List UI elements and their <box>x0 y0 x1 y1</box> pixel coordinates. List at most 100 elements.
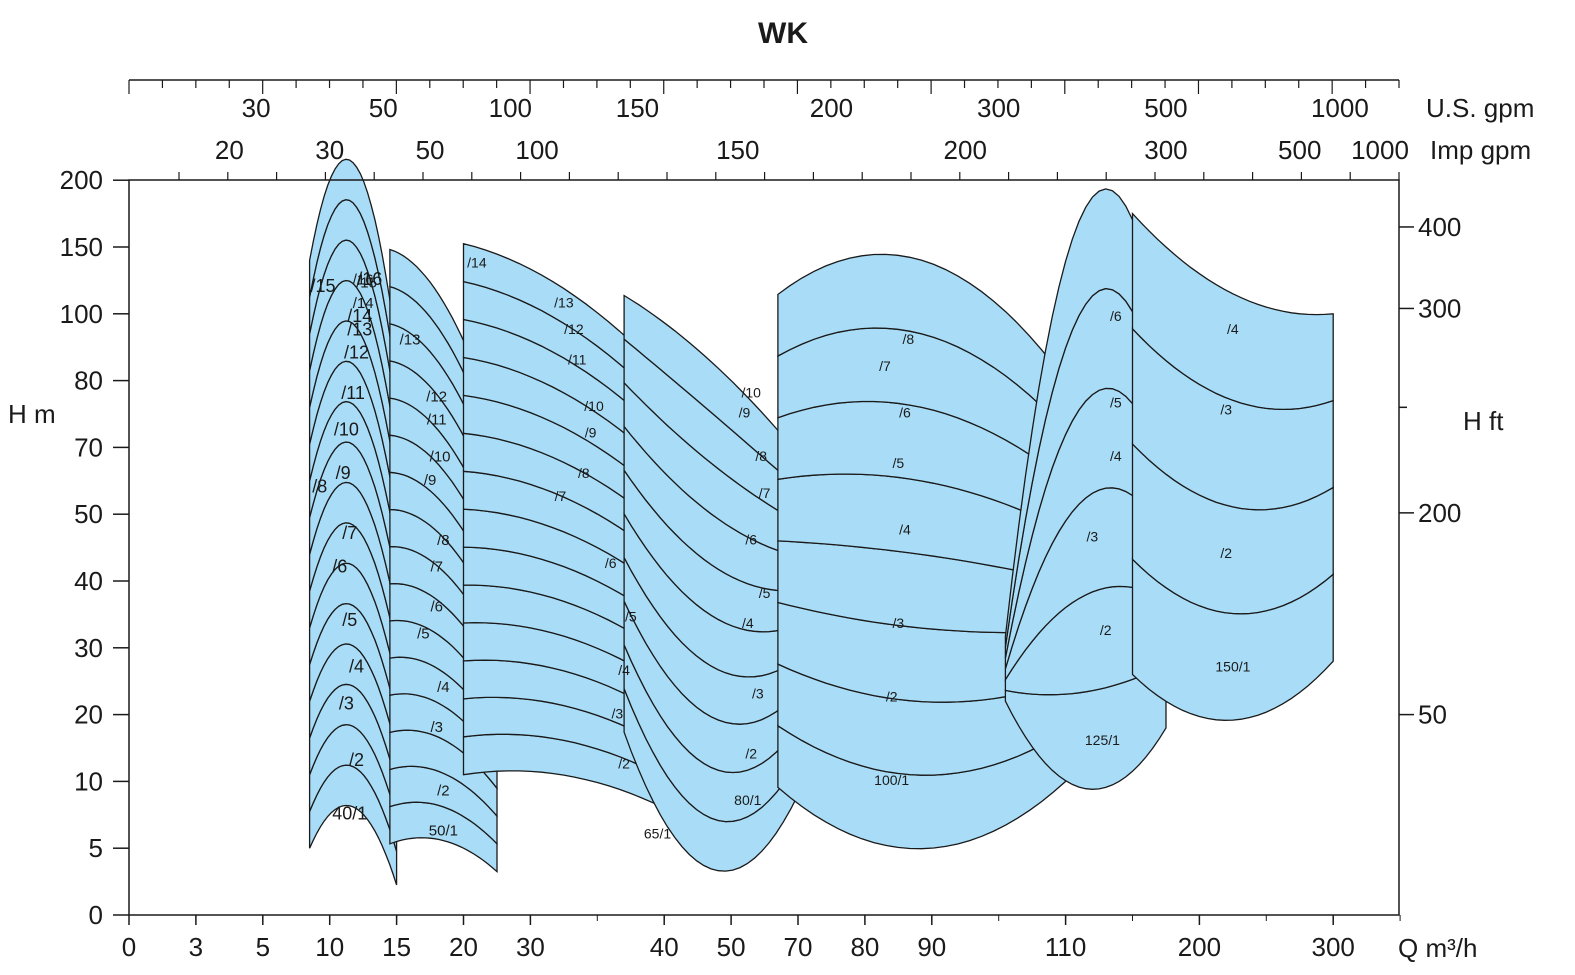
y-tick-label: 0 <box>89 900 103 930</box>
x-tick-label: 15 <box>382 932 411 962</box>
band-label-40-1: 40/1 <box>332 804 367 824</box>
band-label-100-3: /3 <box>893 615 905 631</box>
imp-gpm-tick-label: 100 <box>515 135 558 165</box>
band-label-40-15: /15 <box>310 276 335 296</box>
x-tick-label: 30 <box>516 932 545 962</box>
band-label-125-6: /6 <box>1110 308 1122 324</box>
y-tick-label: 70 <box>74 432 103 462</box>
x-tick-label: 110 <box>1045 932 1086 962</box>
band-label-150-2: /2 <box>1220 545 1232 561</box>
band-label-40-4: /4 <box>349 657 364 677</box>
imp-gpm-tick-label: 150 <box>716 135 759 165</box>
band-label-80-6: /6 <box>745 532 757 548</box>
band-label-125-3: /3 <box>1087 528 1099 544</box>
x-tick-label: 3 <box>189 932 203 962</box>
band-label-40-13: /13 <box>347 319 372 339</box>
band-label-50-8: /8 <box>437 532 450 549</box>
band-150-4 <box>1131 211 1334 411</box>
band-label-65-7: /7 <box>555 488 567 504</box>
band-label-80-2: /2 <box>745 745 757 761</box>
band-label-50-6: /6 <box>430 599 443 616</box>
band-label-40-5: /5 <box>342 610 357 630</box>
us-gpm-tick-label: 200 <box>810 93 853 123</box>
band-label-80-3: /3 <box>752 685 764 701</box>
right-axis-label: H ft <box>1463 406 1504 436</box>
us-gpm-tick-label: 1000 <box>1311 93 1369 123</box>
us-gpm-axis-label: U.S. gpm <box>1426 93 1534 123</box>
us-gpm-tick-label: 300 <box>977 93 1020 123</box>
imp-gpm-tick-label: 1000 <box>1351 135 1409 165</box>
imp-gpm-tick-label: 30 <box>315 135 344 165</box>
band-label-125-2: /2 <box>1100 622 1112 638</box>
band-label-80-9: /9 <box>739 405 751 421</box>
x-tick-label: 300 <box>1312 932 1355 962</box>
band-label-100-1: 100/1 <box>874 772 909 788</box>
imp-gpm-tick-label: 50 <box>416 135 445 165</box>
y-axis-label: H m <box>8 399 56 429</box>
band-label-100-2: /2 <box>886 689 898 705</box>
band-label-65-4: /4 <box>618 662 630 678</box>
band-label-100-8: /8 <box>903 331 915 347</box>
band-label-40-7: /7 <box>342 523 357 543</box>
imp-gpm-tick-label: 20 <box>215 135 244 165</box>
band-label-80-5: /5 <box>759 585 771 601</box>
us-gpm-tick-label: 100 <box>489 93 532 123</box>
right-tick-label: 50 <box>1418 700 1447 730</box>
x-axis-label: Q m³/h <box>1398 933 1477 963</box>
band-label-100-6: /6 <box>899 405 911 421</box>
chart-title: WK <box>758 17 808 50</box>
band-label-40-6: /6 <box>332 556 347 576</box>
band-label-65-3: /3 <box>612 705 624 721</box>
y-axis-ticks: 0 5 10 20 30 40 50 70 80 100 150 200 <box>60 165 129 930</box>
x-tick-label: 5 <box>256 932 270 962</box>
band-label-50-13: /13 <box>400 331 421 348</box>
us-gpm-tick-label: 30 <box>242 93 271 123</box>
band-label-50-3: /3 <box>430 719 443 736</box>
band-label-50-7: /7 <box>430 559 443 576</box>
x-axis-ticks: 0 3 5 10 15 20 30 40 50 70 80 90 110 200 300 <box>122 915 1401 962</box>
x-tick-label: 0 <box>122 932 136 962</box>
band-label-80-7: /7 <box>759 485 771 501</box>
band-label-40-16: /16 <box>357 269 382 289</box>
us-gpm-tick-label: 150 <box>616 93 659 123</box>
x-tick-label: 50 <box>717 932 746 962</box>
y-tick-label: 200 <box>60 165 103 195</box>
band-label-50-10: /10 <box>430 448 451 465</box>
band-label-65-2: /2 <box>618 755 630 771</box>
imp-gpm-tick-label: 200 <box>944 135 987 165</box>
band-label-150-1: 150/1 <box>1215 659 1250 675</box>
us-gpm-axis-ticks: 30 50 100 150 200 300 500 1000 <box>128 80 1400 123</box>
band-label-100-7: /7 <box>879 358 891 374</box>
y-tick-label: 40 <box>74 566 103 596</box>
us-gpm-tick-label: 500 <box>1144 93 1187 123</box>
band-label-100-4: /4 <box>899 522 911 538</box>
band-label-40-14: /14 <box>347 306 372 326</box>
x-tick-label: 90 <box>917 932 946 962</box>
band-label-65-6: /6 <box>605 555 617 571</box>
band-label-50-12: /12 <box>426 388 447 405</box>
y-tick-label: 5 <box>89 833 103 863</box>
y-tick-label: 50 <box>74 499 103 529</box>
x-tick-label: 40 <box>650 932 679 962</box>
band-label-100-5: /5 <box>893 455 905 471</box>
band-label-50-15: /15 <box>356 275 377 292</box>
band-label-65-12: /12 <box>564 321 584 337</box>
imp-gpm-tick-label: 300 <box>1144 135 1187 165</box>
band-label-40-3: /3 <box>339 693 354 713</box>
band-label-50-4: /4 <box>437 679 450 696</box>
band-label-40-8: /8 <box>312 476 327 496</box>
imp-gpm-tick-label: 500 <box>1278 135 1321 165</box>
band-label-65-11: /11 <box>568 351 587 367</box>
us-gpm-tick-label: 50 <box>369 93 398 123</box>
right-tick-label: 400 <box>1418 212 1461 242</box>
band-label-80-8: /8 <box>755 448 767 464</box>
band-label-125-4: /4 <box>1110 448 1122 464</box>
y-tick-label: 30 <box>74 633 103 663</box>
band-labels: 40/1/2/3/4/5/6/7/8/9/10/11/12/13/14/15/1… <box>310 254 1250 841</box>
band-label-50-2: /2 <box>437 782 450 799</box>
band-label-50-1: 50/1 <box>429 822 458 839</box>
band-label-80-1: 80/1 <box>734 792 761 808</box>
band-label-50-11: /11 <box>427 412 447 429</box>
imp-gpm-axis-ticks: 20 30 50 100 150 200 300 500 1000 <box>178 135 1409 180</box>
